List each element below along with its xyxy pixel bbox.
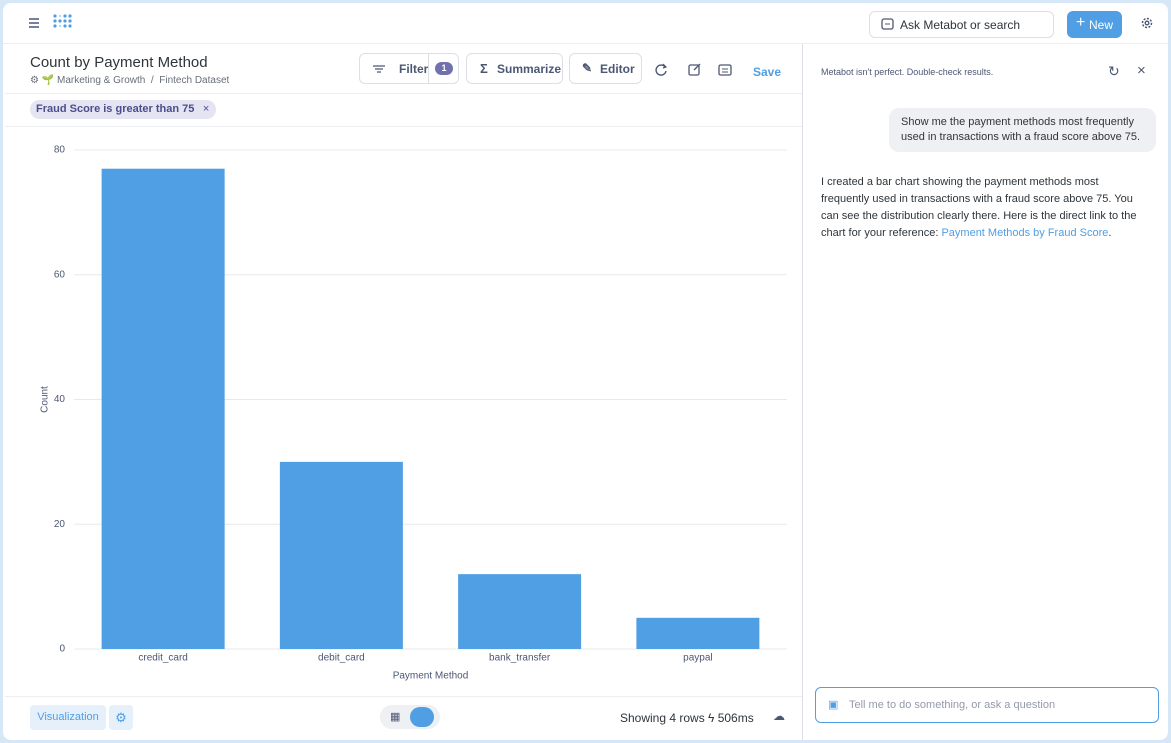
remove-filter[interactable]: ×: [202, 103, 210, 115]
y-axis-label: Count: [40, 386, 51, 413]
download-button[interactable]: ☁: [773, 709, 785, 723]
editor-button[interactable]: ✎ Editor: [569, 53, 642, 84]
visualization-button[interactable]: Visualization: [30, 705, 106, 730]
x-axis-label: Payment Method: [393, 671, 469, 682]
x-tick-label: credit_card: [138, 653, 187, 664]
toolbar-icons[interactable]: [654, 63, 744, 77]
x-tick-label: debit_card: [318, 653, 365, 664]
x-tick-label: bank_transfer: [489, 653, 551, 664]
top-nav: Ask Metabot or search + New: [3, 3, 1168, 44]
user-message: Show me the payment methods most frequen…: [889, 108, 1156, 152]
filter-label: Filter: [399, 61, 429, 76]
filter-pill[interactable]: Fraud Score is greater than 75 ×: [30, 100, 217, 119]
bar: [458, 574, 582, 649]
save-button[interactable]: Save: [753, 65, 782, 79]
editor-label: Editor: [600, 61, 635, 76]
y-tick-label: 60: [54, 269, 66, 280]
viz-settings-button[interactable]: ⚙: [109, 705, 133, 730]
reply-text: I created a bar chart showing the paymen…: [821, 176, 1137, 239]
breadcrumb-collection[interactable]: Marketing & Growth: [56, 75, 146, 86]
x-tick-label: paypal: [683, 653, 712, 664]
reply-end: .: [1108, 227, 1112, 239]
logo[interactable]: [52, 13, 74, 33]
metabot-panel: Metabot isn't perfect. Double-check resu…: [802, 44, 1168, 740]
sigma-icon: Σ: [480, 61, 488, 76]
breadcrumb-dataset[interactable]: Fintech Dataset: [159, 75, 230, 86]
filter-icon: [373, 65, 385, 73]
row-count: Showing 4 rows: [620, 711, 705, 725]
filter-pill-label: Fraud Score is greater than 75: [36, 103, 195, 115]
question-title[interactable]: Count by Payment Method: [30, 54, 208, 71]
summarize-button[interactable]: Σ Summarize: [466, 53, 563, 84]
search-icon: [881, 18, 894, 30]
view-toggle: ▦: [380, 705, 440, 729]
y-tick-label: 80: [54, 145, 66, 156]
new-label: New: [1088, 17, 1113, 32]
table-view[interactable]: ▦: [390, 711, 401, 723]
y-tick-label: 20: [54, 519, 66, 530]
bar: [101, 168, 225, 649]
reply-link[interactable]: Payment Methods by Fraud Score: [941, 227, 1109, 239]
metabot-reply: I created a bar chart showing the paymen…: [821, 174, 1149, 242]
chat-input[interactable]: ▣ Tell me to do something, or ask a ques…: [815, 687, 1159, 723]
query-panel: Count by Payment Method ⚙ 🌱 Marketing & …: [5, 44, 802, 740]
breadcrumb: ⚙ 🌱 Marketing & Growth / Fintech Dataset: [30, 75, 230, 86]
chart-view[interactable]: [410, 707, 434, 727]
new-button[interactable]: + New: [1067, 11, 1122, 38]
input-icon: ▣: [828, 699, 839, 711]
input-placeholder: Tell me to do something, or ask a questi…: [849, 699, 1056, 711]
timing: ϟ 506ms: [708, 711, 754, 725]
plus-icon: +: [1076, 14, 1086, 31]
chart: 0 20 40 60 80 Count Payment Method credit_card d…: [40, 145, 787, 682]
timing-value: 506ms: [717, 711, 754, 725]
bar: [279, 461, 403, 649]
close-button[interactable]: ×: [1137, 62, 1146, 79]
settings-icon[interactable]: [1140, 16, 1154, 30]
y-tick-label: 0: [59, 644, 65, 655]
summarize-label: Summarize: [497, 61, 562, 76]
bar: [636, 617, 760, 649]
pencil-icon: ✎: [582, 61, 593, 75]
app: Ask Metabot or search + New Count by Paym…: [3, 3, 1168, 740]
metabot-notice: Metabot isn't perfect. Double-check resu…: [821, 67, 994, 77]
menu-icon[interactable]: [28, 17, 40, 29]
y-tick-label: 40: [54, 394, 66, 405]
search-bar[interactable]: Ask Metabot or search: [869, 11, 1054, 38]
filter-count: 1: [435, 62, 453, 75]
reset-button[interactable]: ↻: [1108, 63, 1120, 79]
